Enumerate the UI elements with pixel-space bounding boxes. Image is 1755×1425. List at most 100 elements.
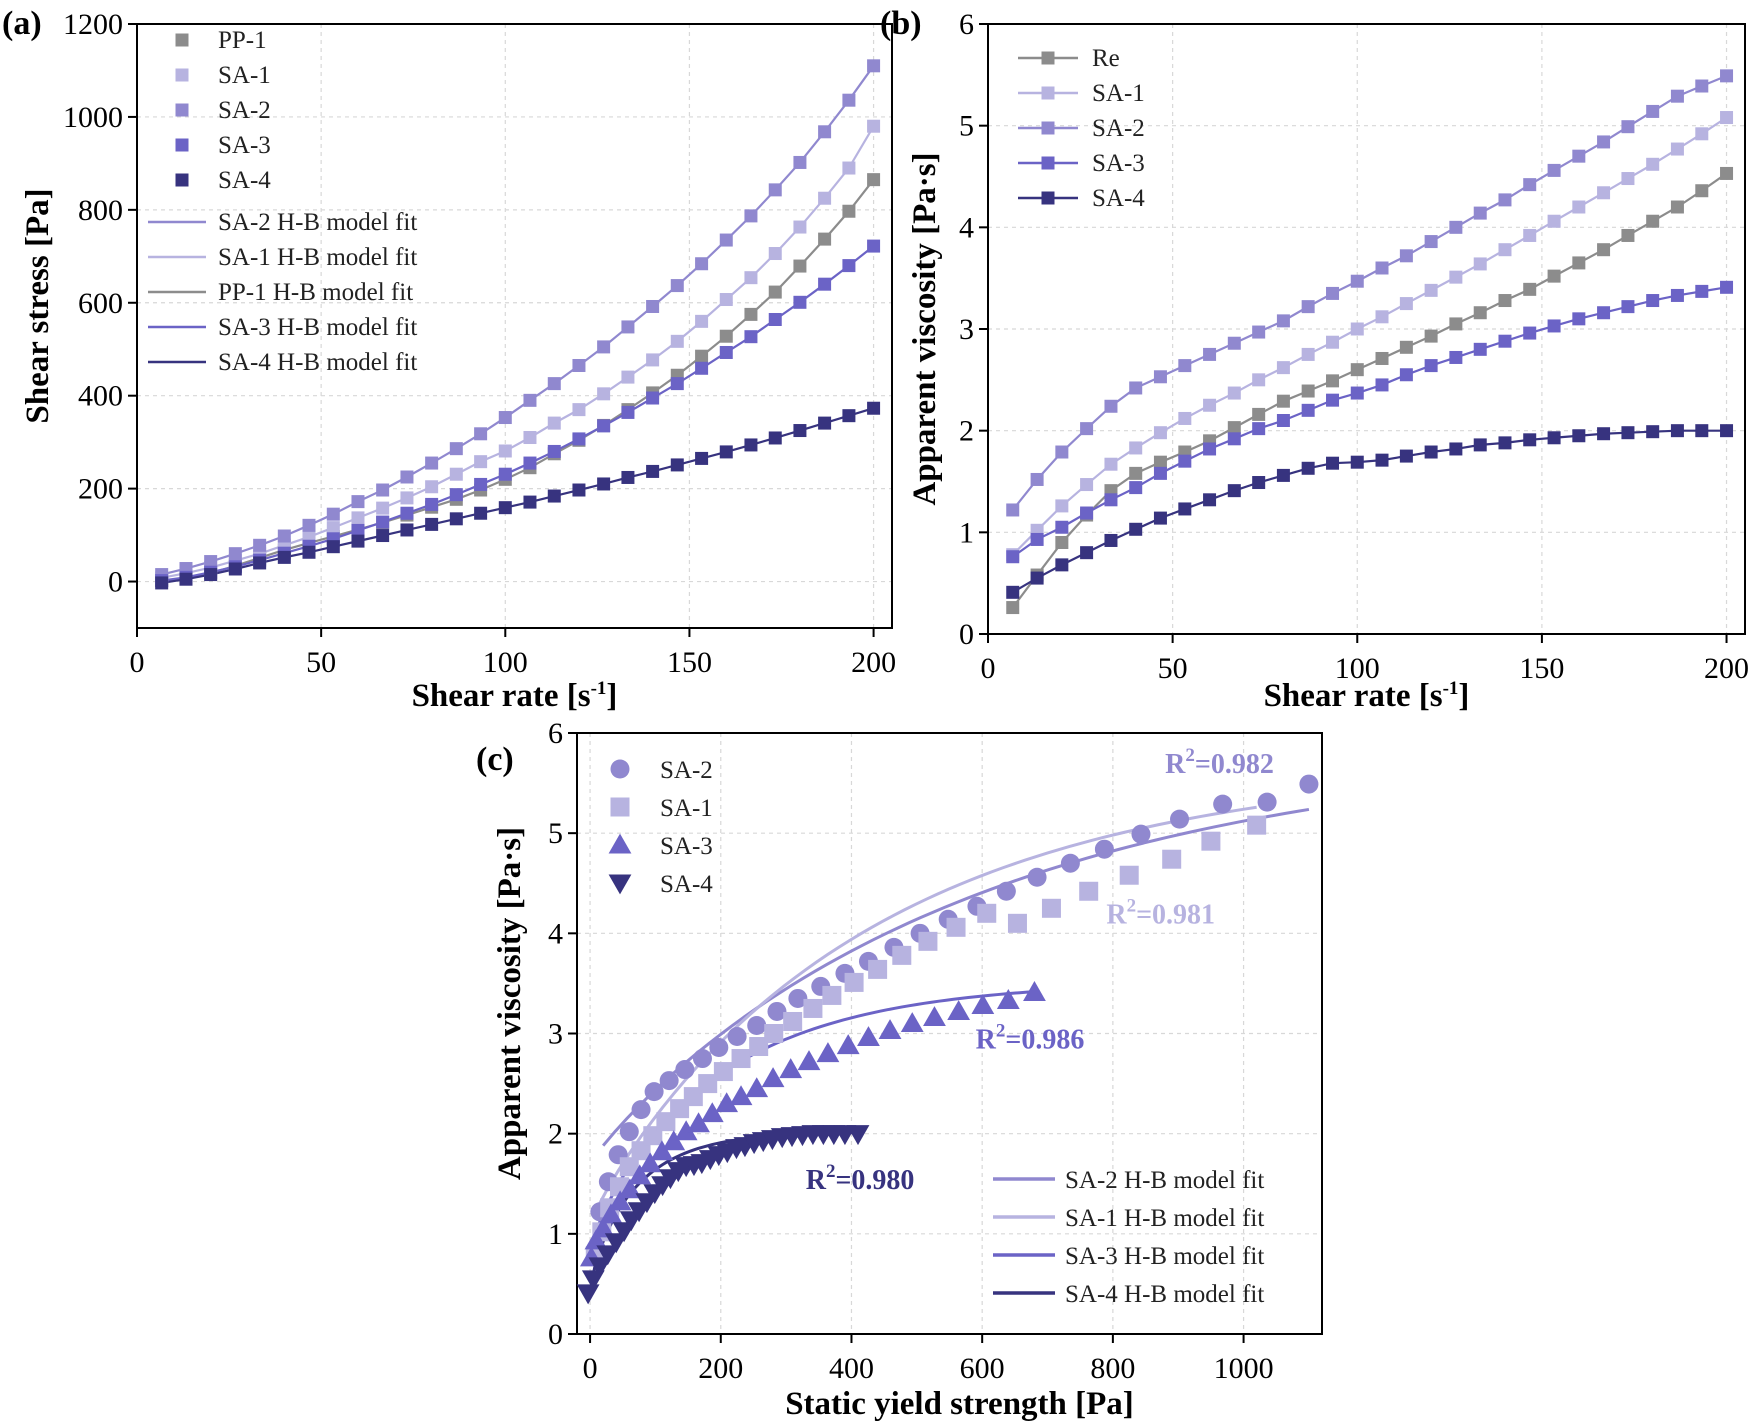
data-point: [1178, 411, 1192, 425]
data-point: [971, 994, 995, 1015]
data-point: [351, 534, 365, 548]
data-point: [818, 125, 832, 139]
data-point: [900, 1012, 924, 1033]
data-point: [1006, 503, 1020, 517]
data-point: [228, 562, 242, 576]
data-point: [588, 1257, 612, 1278]
data-point: [1006, 585, 1020, 599]
data-point: [793, 295, 807, 309]
x-tick-label: 200: [851, 646, 896, 679]
x-tick-label: 600: [960, 1352, 1005, 1385]
y-tick-label: 4: [959, 211, 974, 244]
x-axis-title: Shear rate [s-1]: [1264, 678, 1470, 714]
data-point: [1424, 329, 1438, 343]
data-point: [1162, 849, 1182, 869]
r2-sup: 2: [996, 1021, 1006, 1042]
data-point: [946, 917, 966, 937]
r2-annotation: R2=0.981: [1106, 895, 1215, 930]
data-point: [797, 1050, 821, 1071]
y-tick-label: 1000: [63, 101, 123, 134]
series-line: [1012, 286, 1727, 558]
legend-label: PP-1 H-B model fit: [218, 279, 413, 306]
data-point: [646, 299, 660, 313]
data-point: [619, 1157, 639, 1177]
data-point: [713, 1062, 733, 1082]
data-point: [745, 1077, 769, 1098]
x-axis-title-unit: [s: [1419, 678, 1443, 714]
data-point: [1178, 359, 1192, 373]
x-axis-title-end: ]: [1458, 678, 1469, 714]
series-SA-4: [576, 1125, 870, 1305]
r2-annotation: R2=0.982: [1165, 745, 1274, 780]
y-tick-label: 0: [548, 1318, 563, 1351]
r2-value: =0.982: [1195, 749, 1274, 780]
data-point: [608, 1190, 632, 1211]
data-point: [1153, 511, 1167, 525]
series-SA-1: [1006, 111, 1734, 562]
data-point: [1252, 422, 1266, 436]
data-point: [376, 515, 390, 529]
data-point: [867, 119, 881, 133]
data-point: [376, 501, 390, 515]
data-point: [1621, 120, 1635, 134]
data-point: [498, 411, 512, 425]
data-point: [572, 483, 586, 497]
x-axis-title-main: Shear rate: [1264, 678, 1419, 714]
data-point: [572, 403, 586, 417]
data-point: [591, 1217, 615, 1238]
data-point: [1523, 326, 1537, 340]
legend-label: SA-1: [1092, 80, 1145, 107]
data-point: [1247, 815, 1267, 835]
data-point: [670, 377, 684, 391]
data-point: [523, 495, 537, 509]
data-point: [768, 285, 782, 299]
data-point: [1276, 314, 1290, 328]
data-point: [818, 232, 832, 246]
data-point: [1449, 270, 1463, 284]
data-point: [1621, 300, 1635, 314]
data-point: [1055, 558, 1069, 572]
data-point: [868, 959, 888, 979]
data-point: [768, 431, 782, 445]
data-point: [449, 442, 463, 456]
x-axis-title-end: ]: [606, 678, 617, 714]
data-point: [670, 334, 684, 348]
data-point: [818, 277, 832, 291]
data-point: [695, 257, 709, 271]
data-point: [650, 1140, 674, 1161]
data-point: [1227, 421, 1241, 435]
data-point: [547, 444, 561, 458]
series-SA-3: [579, 981, 1046, 1267]
data-point: [1203, 398, 1217, 412]
data-point: [1597, 135, 1611, 149]
data-point: [1424, 283, 1438, 297]
data-point: [599, 1203, 623, 1224]
series-SA-2: [155, 59, 881, 582]
data-point: [204, 555, 218, 569]
data-point: [1670, 142, 1684, 156]
data-point: [1695, 424, 1709, 438]
data-point: [803, 998, 823, 1018]
data-point: [768, 247, 782, 261]
x-axis-title-sup: -1: [591, 678, 607, 699]
legend-label: PP-1: [218, 27, 267, 54]
data-point: [1153, 426, 1167, 440]
data-point: [1007, 913, 1027, 933]
data-point: [923, 1006, 946, 1027]
data-point: [1301, 347, 1315, 361]
legend-label: Re: [1092, 45, 1120, 72]
data-point: [376, 529, 390, 543]
data-point: [918, 931, 938, 951]
series-line: [1012, 429, 1727, 594]
data-point: [715, 1092, 739, 1113]
data-point: [1060, 853, 1080, 873]
data-point: [687, 1112, 710, 1133]
data-point: [228, 547, 242, 561]
data-point: [761, 1067, 785, 1088]
data-point: [1399, 249, 1413, 263]
series-SA-3: [1006, 280, 1734, 564]
r2-value: =0.986: [1005, 1025, 1084, 1056]
data-point: [621, 405, 635, 419]
data-point: [729, 1085, 753, 1106]
data-point: [1153, 370, 1167, 384]
